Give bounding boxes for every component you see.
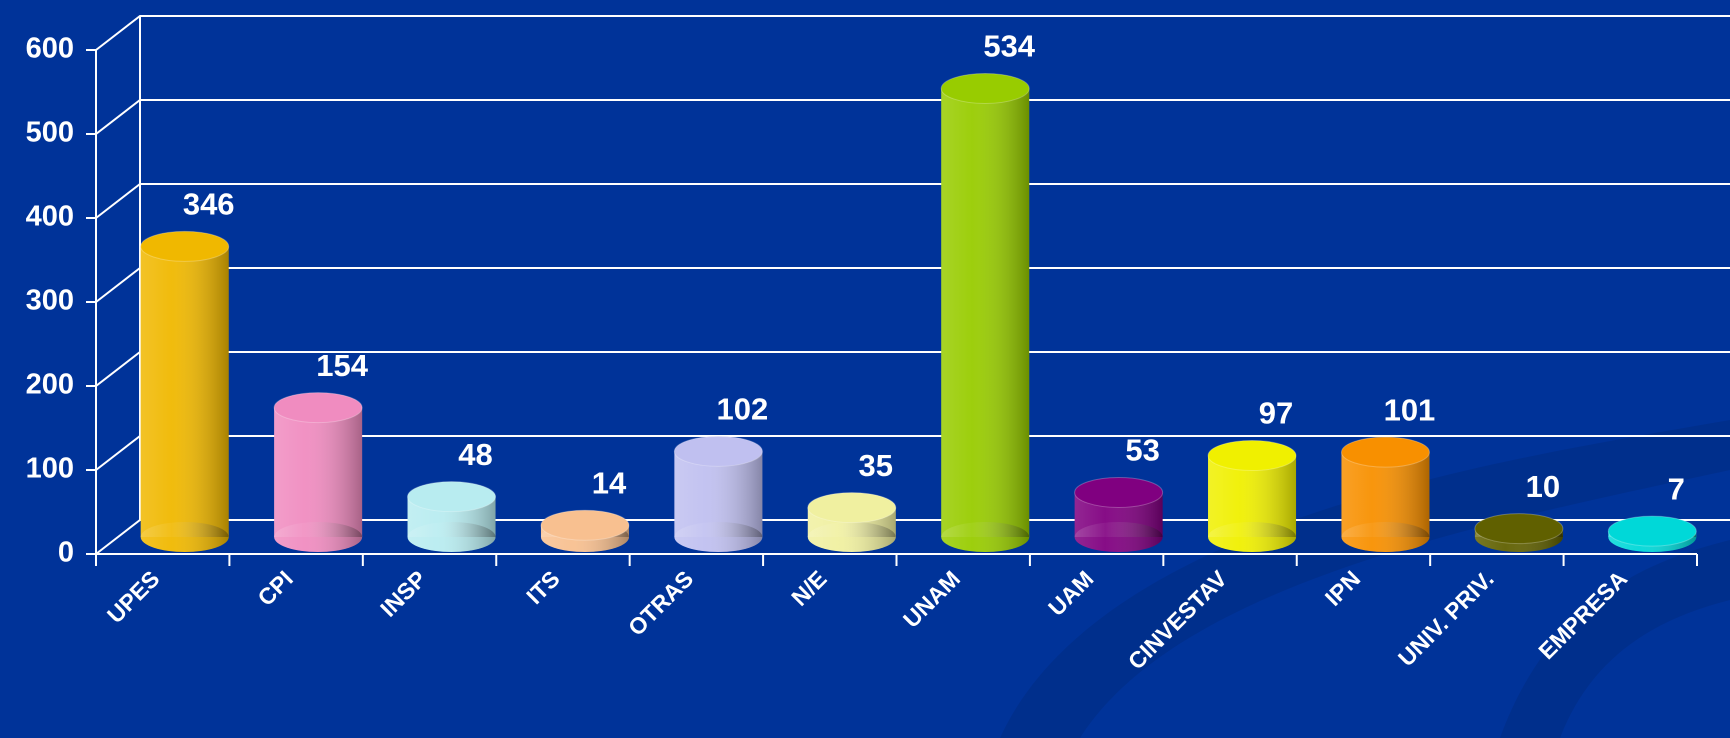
grid — [86, 15, 1730, 566]
y-tick-label: 0 — [58, 537, 74, 569]
x-tick-label: CPI — [252, 565, 297, 610]
bar — [940, 72, 1030, 552]
bar — [407, 481, 497, 552]
bar-bottom-shade — [407, 522, 496, 552]
y-tick-label: 200 — [26, 369, 74, 401]
grid-line — [95, 519, 1730, 555]
grid-line — [95, 267, 1730, 303]
x-tick-label: UAM — [1043, 565, 1098, 620]
bar-shade — [274, 407, 363, 537]
x-tick-label: ITS — [521, 565, 565, 609]
bar-bottom-shade — [941, 522, 1030, 552]
y-tick-label: 600 — [26, 33, 74, 65]
bar — [273, 392, 363, 552]
bar — [1474, 513, 1564, 552]
bar-bottom-shade — [1208, 522, 1297, 552]
value-label: 101 — [1384, 392, 1436, 427]
x-tick-label: N/E — [786, 565, 831, 610]
y-tick-label: 400 — [26, 201, 74, 233]
bar — [1340, 436, 1430, 552]
bar-top — [273, 392, 363, 424]
bar-top — [1474, 513, 1564, 545]
background-swirl — [1500, 540, 1730, 738]
value-label: 53 — [1125, 433, 1159, 468]
value-label: 154 — [316, 348, 368, 383]
bar-top — [140, 230, 230, 262]
bar-top — [940, 72, 1030, 104]
grid-line — [95, 183, 1730, 219]
x-tick-label: UNIV. PRIV. — [1393, 565, 1499, 671]
bar-bottom-shade — [807, 522, 896, 552]
value-label: 102 — [717, 392, 769, 427]
bar-bottom-shade — [274, 522, 363, 552]
bar-shade — [140, 246, 229, 538]
value-label: 14 — [592, 465, 627, 500]
y-tick-label: 500 — [26, 117, 74, 149]
bar — [1074, 476, 1164, 552]
x-tick-label: INSP — [375, 565, 431, 621]
grid-line — [95, 99, 1730, 135]
value-label: 346 — [183, 187, 235, 222]
bar — [807, 492, 897, 552]
y-tick-label: 300 — [26, 285, 74, 317]
bar-top — [1207, 440, 1297, 472]
bar — [1607, 515, 1697, 552]
grid-line — [95, 15, 1730, 51]
bar-bottom-shade — [674, 522, 763, 552]
bar-bottom-shade — [140, 522, 229, 552]
x-tick-label: UPES — [102, 565, 165, 628]
value-label: 97 — [1259, 396, 1293, 431]
grid-line — [95, 435, 1730, 471]
bar-shade — [941, 88, 1030, 537]
bar — [673, 435, 763, 552]
bar-top — [1340, 436, 1430, 468]
bar-top — [673, 435, 763, 467]
x-tick-label: UNAM — [898, 565, 965, 632]
bar — [140, 230, 230, 552]
bar-top — [540, 509, 630, 541]
bar-top — [1074, 476, 1164, 508]
bar-top — [407, 481, 497, 513]
bar — [540, 509, 630, 552]
bar-bottom-shade — [1341, 522, 1430, 552]
bar — [1207, 440, 1297, 552]
bar-top — [1607, 515, 1697, 547]
bars — [140, 72, 1697, 552]
bar-top — [807, 492, 897, 524]
y-tick-label: 100 — [26, 453, 74, 485]
value-label: 10 — [1526, 469, 1560, 504]
value-label: 7 — [1668, 471, 1685, 506]
value-label: 48 — [458, 437, 492, 472]
value-label: 534 — [983, 29, 1035, 64]
x-tick-label: OTRAS — [623, 565, 698, 640]
background-swirl — [1000, 420, 1730, 738]
grid-line — [95, 351, 1730, 387]
bar-bottom-shade — [1074, 522, 1163, 552]
value-label: 35 — [859, 448, 893, 483]
